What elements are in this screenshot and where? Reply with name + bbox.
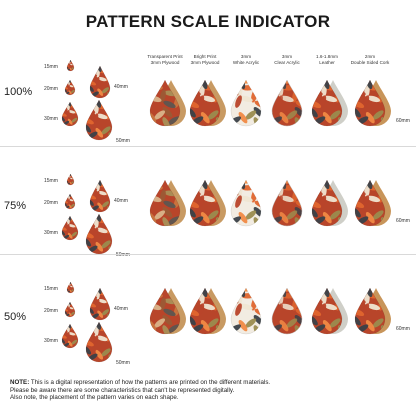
note-line-2: Please be aware there are some character… — [10, 386, 235, 394]
size-label-15mm: 15mm — [44, 286, 58, 292]
material-drop-2 — [189, 79, 226, 127]
size-label-15mm: 15mm — [44, 64, 58, 70]
column-header: 2mm Double Sided Cork — [346, 54, 394, 65]
size-label-30mm: 30mm — [44, 230, 58, 236]
size-label-30mm: 30mm — [44, 338, 58, 344]
column-header-line-1: 1.6-1.8mm — [316, 54, 338, 59]
column-header-line-2: Double Sided Cork — [350, 59, 390, 65]
material-drop-5 — [311, 287, 348, 335]
material-drop-5 — [311, 179, 348, 227]
size-label-20mm: 20mm — [44, 86, 58, 92]
size-label-60mm: 60mm — [396, 218, 410, 224]
material-drop-4 — [271, 179, 303, 227]
size-label-20mm: 20mm — [44, 308, 58, 314]
material-drop-3 — [230, 287, 262, 335]
material-drop-4 — [271, 287, 303, 335]
column-header-line-2: White Acrylic — [232, 59, 260, 65]
drop-30mm — [61, 101, 79, 127]
column-header: Transparent Print 3mm Plywood — [141, 54, 189, 65]
size-label-50mm: 50mm — [116, 138, 130, 144]
drop-20mm — [64, 301, 76, 318]
column-header-line-1: 3mm — [240, 54, 252, 59]
scale-label: 100% — [4, 86, 33, 98]
material-drop-2 — [189, 179, 226, 227]
size-label-15mm: 15mm — [44, 178, 58, 184]
scale-label: 75% — [4, 200, 27, 212]
drop-50mm — [85, 99, 113, 141]
column-header-line-1: Transparent Print — [147, 54, 183, 59]
material-drop-4 — [271, 79, 303, 127]
drop-40mm — [89, 287, 111, 321]
material-drop-3 — [230, 179, 262, 227]
drop-40mm — [89, 179, 111, 213]
material-drop-6 — [354, 179, 391, 227]
size-label-50mm: 50mm — [116, 252, 130, 258]
column-header-line-1: Bright Print — [193, 54, 217, 59]
note-label: NOTE: — [10, 379, 30, 386]
drop-20mm — [64, 193, 76, 210]
column-header: 3mm Clear Acrylic — [263, 54, 311, 65]
column-header-line-2: Clear Acrylic — [274, 59, 300, 65]
column-header-line-1: 2mm — [364, 54, 376, 59]
material-drop-1 — [149, 179, 186, 227]
scale-label: 50% — [4, 311, 27, 323]
drop-15mm — [66, 281, 75, 294]
column-header: Bright Print 3mm Plywood — [181, 54, 229, 65]
material-drop-6 — [354, 79, 391, 127]
note-line-1: This is a digital representation of how … — [30, 379, 271, 386]
column-header-line-2: 3mm Plywood — [190, 59, 220, 65]
size-label-50mm: 50mm — [116, 360, 130, 366]
column-header-line-2: Leather — [319, 59, 335, 65]
size-label-40mm: 40mm — [114, 306, 128, 312]
drop-50mm — [85, 321, 113, 363]
material-drop-2 — [189, 287, 226, 335]
drop-30mm — [61, 215, 79, 241]
material-drop-5 — [311, 79, 348, 127]
drop-40mm — [89, 65, 111, 99]
material-drop-1 — [149, 79, 186, 127]
column-header-line-2: 3mm Plywood — [150, 59, 180, 65]
size-label-60mm: 60mm — [396, 118, 410, 124]
scale-row — [0, 254, 416, 356]
drop-15mm — [66, 59, 75, 72]
drop-20mm — [64, 79, 76, 96]
size-label-30mm: 30mm — [44, 116, 58, 122]
column-header: 1.6-1.8mm Leather — [303, 54, 351, 65]
column-header: 3mm White Acrylic — [222, 54, 270, 65]
material-drop-3 — [230, 79, 262, 127]
material-drop-1 — [149, 287, 186, 335]
size-label-40mm: 40mm — [114, 84, 128, 90]
column-header-line-1: 3mm — [281, 54, 293, 59]
drop-30mm — [61, 323, 79, 349]
drop-50mm — [85, 213, 113, 255]
material-drop-6 — [354, 287, 391, 335]
scale-row — [0, 146, 416, 248]
note-line-3: Also note, the placement of the pattern … — [10, 394, 179, 402]
note-text: NOTE: This is a digital representation o… — [10, 379, 410, 402]
size-label-60mm: 60mm — [396, 326, 410, 332]
page-title: PATTERN SCALE INDICATOR — [85, 12, 331, 31]
size-label-20mm: 20mm — [44, 200, 58, 206]
size-label-40mm: 40mm — [114, 198, 128, 204]
drop-15mm — [66, 173, 75, 186]
